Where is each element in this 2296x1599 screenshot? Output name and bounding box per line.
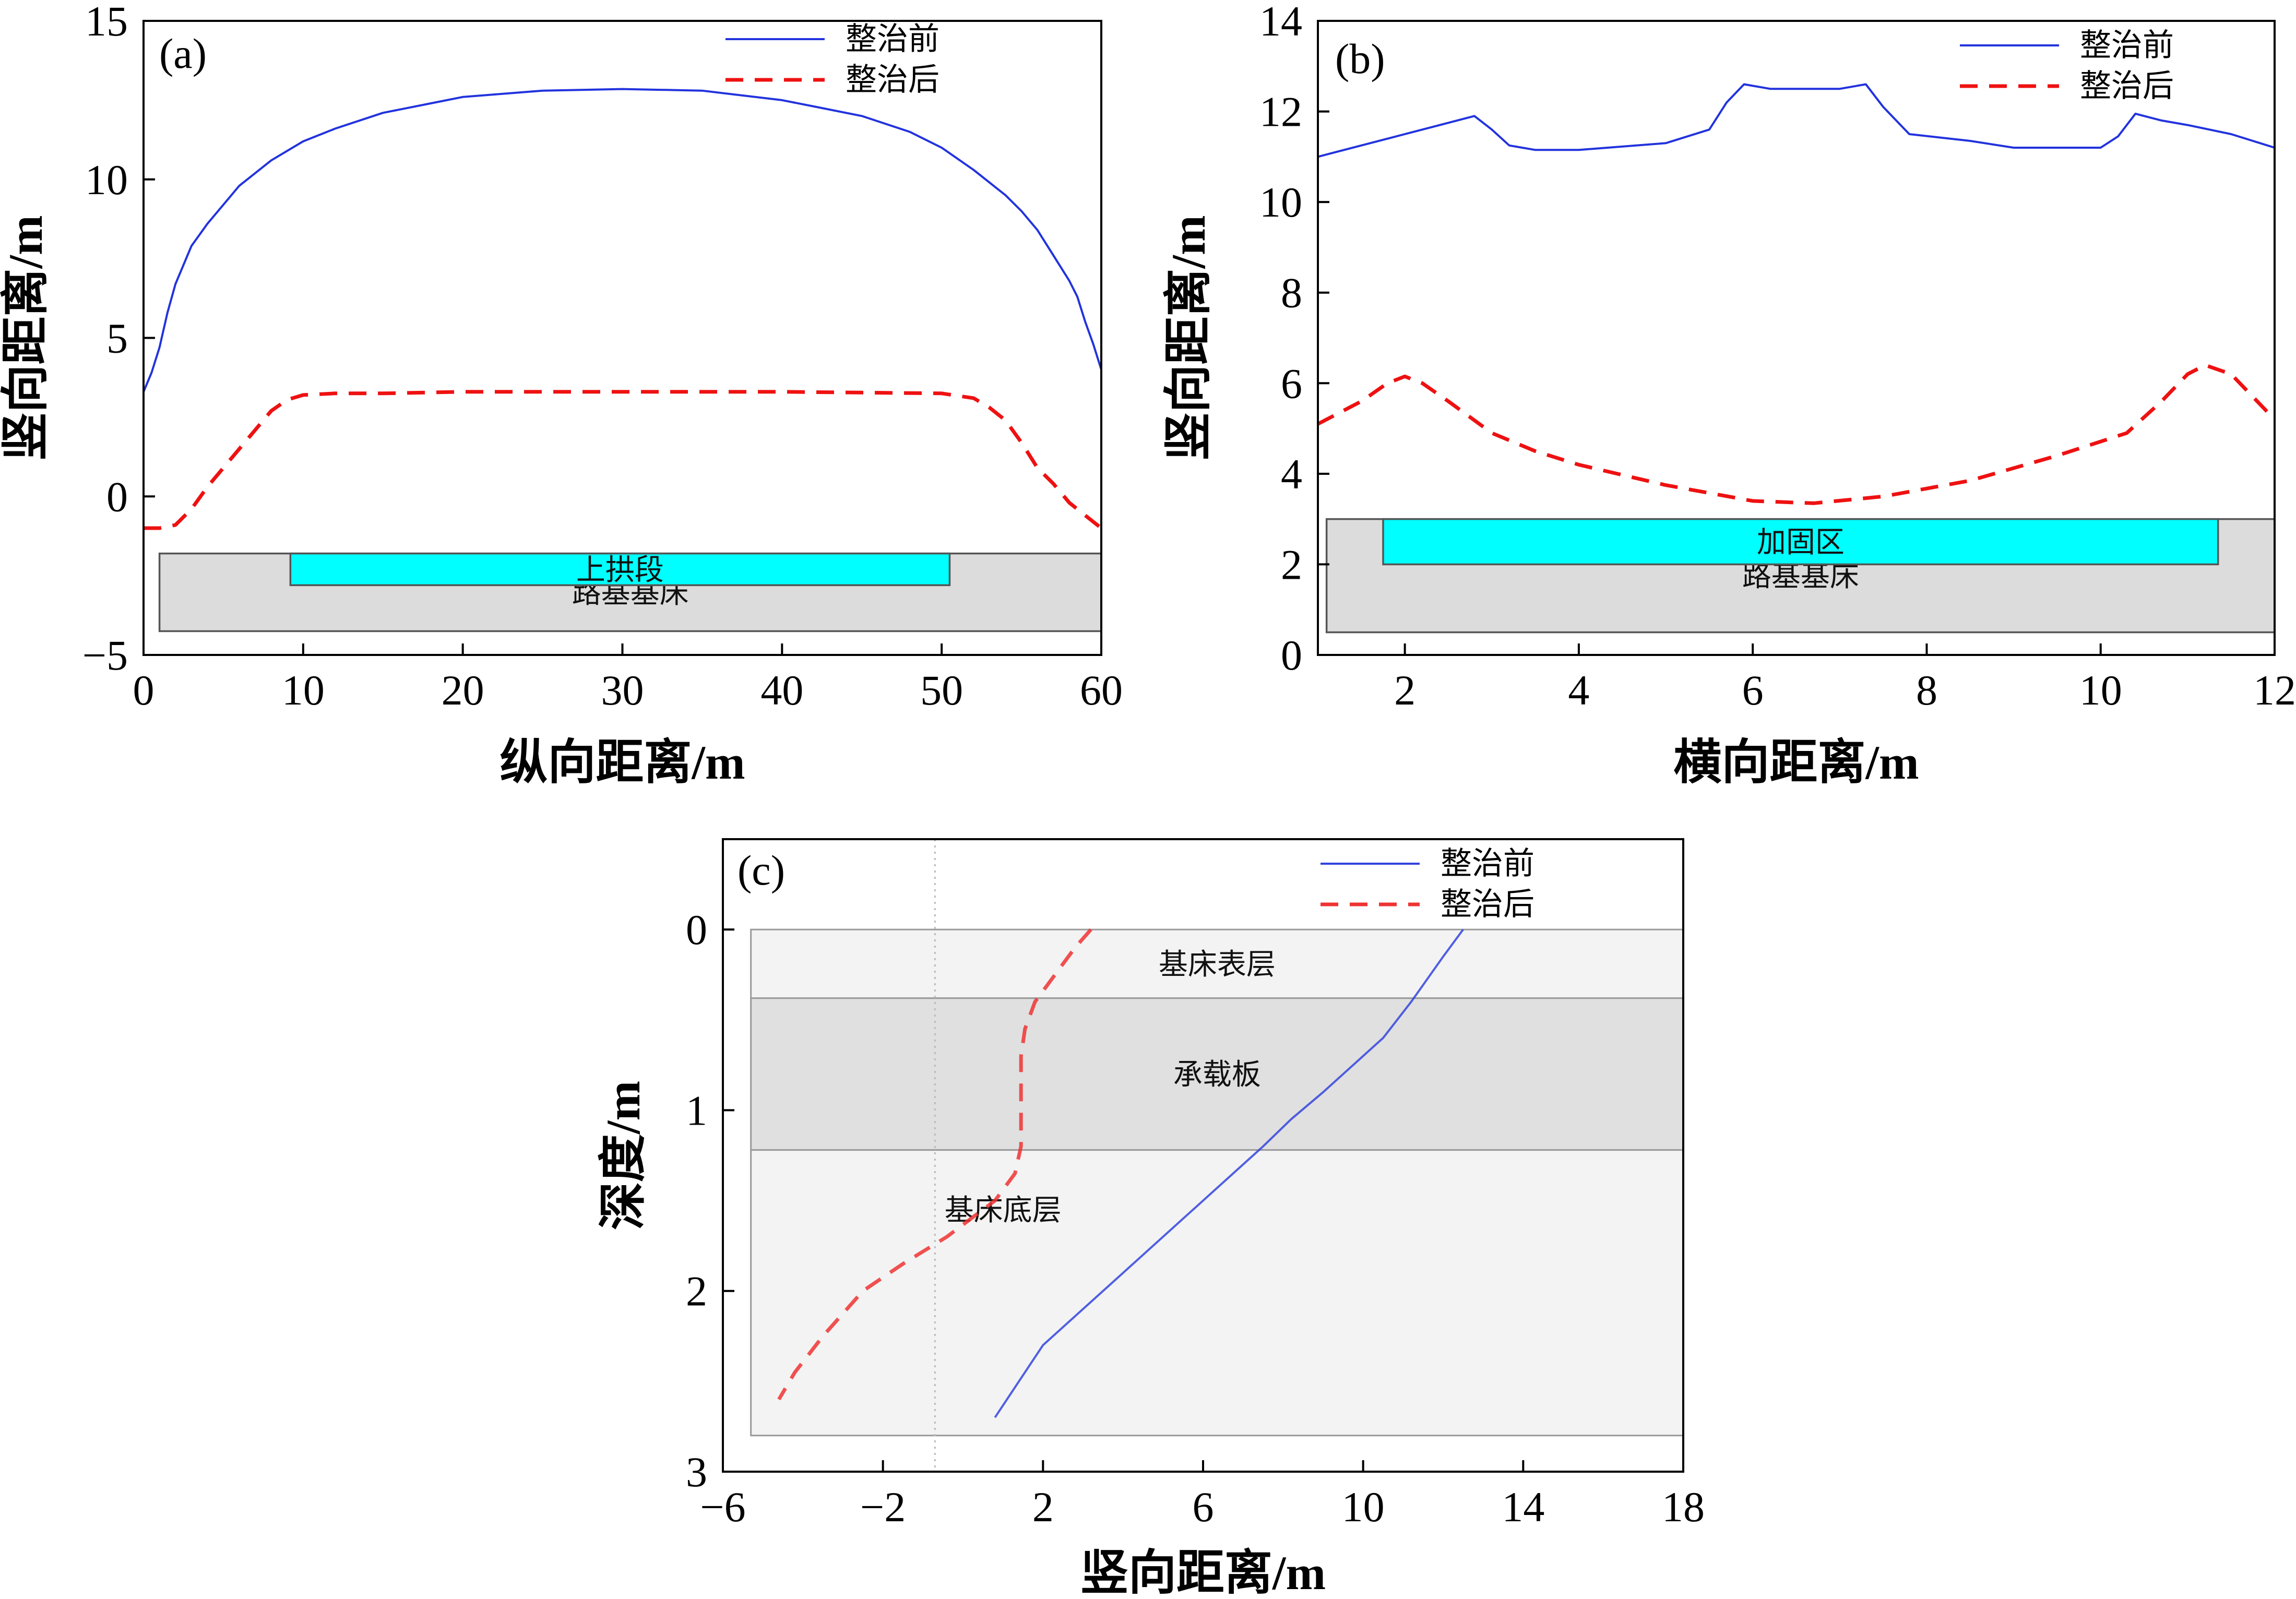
region-c-0 bbox=[750, 928, 1683, 999]
region-a-1 bbox=[289, 552, 951, 587]
x-tick-label-c-3: 6 bbox=[1193, 1483, 1214, 1531]
x-tick-label-b-0: 2 bbox=[1394, 666, 1415, 714]
y-tick-label-a-3: 10 bbox=[85, 156, 128, 204]
y-tick-label-b-7: 14 bbox=[1259, 0, 1302, 45]
region-label-c-0: 基床表层 bbox=[1159, 948, 1276, 982]
y-tick-label-a-0: −5 bbox=[82, 631, 128, 679]
x-axis-label-b: 横向距离/m bbox=[1673, 736, 1919, 789]
y-tick-label-b-6: 12 bbox=[1259, 88, 1302, 136]
region-label-c-2: 基床底层 bbox=[945, 1194, 1062, 1227]
x-tick-label-a-6: 60 bbox=[1080, 666, 1123, 714]
legend-entry-b-0: 整治前 bbox=[2080, 27, 2174, 64]
panel-label-c: (c) bbox=[737, 846, 785, 894]
y-tick-label-c-2: 2 bbox=[686, 1268, 707, 1315]
y-tick-label-b-2: 4 bbox=[1281, 450, 1302, 498]
x-tick-label-b-1: 4 bbox=[1568, 666, 1589, 714]
series-line-a-1 bbox=[144, 390, 1101, 530]
x-tick-label-b-2: 6 bbox=[1742, 666, 1764, 714]
legend-entry-c-1: 整治后 bbox=[1441, 886, 1534, 923]
y-tick-label-c-1: 1 bbox=[686, 1087, 707, 1134]
series-line-a-0 bbox=[144, 88, 1101, 392]
x-tick-label-a-3: 30 bbox=[601, 666, 644, 714]
x-tick-label-b-3: 8 bbox=[1916, 666, 1937, 714]
y-tick-label-c-0: 0 bbox=[686, 906, 707, 953]
y-tick-label-b-3: 6 bbox=[1281, 360, 1302, 407]
region-label-a-1: 上拱段 bbox=[576, 553, 664, 587]
x-tick-label-c-0: −6 bbox=[700, 1483, 745, 1531]
axes-frame-b bbox=[1317, 20, 2276, 656]
x-tick-label-c-1: −2 bbox=[860, 1483, 906, 1531]
series-line-b-1 bbox=[1318, 363, 2275, 505]
y-tick-label-a-4: 15 bbox=[85, 0, 128, 45]
x-tick-label-c-6: 18 bbox=[1662, 1483, 1705, 1531]
series-line-c-1 bbox=[777, 928, 1092, 1401]
panel-label-a: (a) bbox=[159, 30, 207, 77]
x-tick-label-a-4: 40 bbox=[760, 666, 803, 714]
y-tick-label-a-2: 5 bbox=[106, 315, 128, 362]
x-tick-label-a-2: 20 bbox=[442, 666, 484, 714]
y-tick-label-b-1: 2 bbox=[1281, 541, 1302, 588]
x-tick-label-c-2: 2 bbox=[1032, 1483, 1054, 1531]
region-label-b-1: 加固区 bbox=[1757, 526, 1845, 559]
x-tick-label-a-0: 0 bbox=[133, 666, 154, 714]
region-label-c-1: 承载板 bbox=[1173, 1058, 1261, 1092]
y-tick-label-b-5: 10 bbox=[1259, 178, 1302, 226]
y-axis-label-b: 竖向距离/m bbox=[1162, 215, 1215, 460]
legend-entry-c-0: 整治前 bbox=[1441, 845, 1534, 882]
legend-entry-a-0: 整治前 bbox=[846, 21, 939, 57]
legend-entry-a-1: 整治后 bbox=[846, 62, 939, 98]
series-line-b-0 bbox=[1318, 83, 2275, 158]
x-tick-label-a-1: 10 bbox=[282, 666, 325, 714]
region-c-2 bbox=[750, 1149, 1683, 1437]
y-tick-label-c-3: 3 bbox=[686, 1448, 707, 1496]
y-tick-label-a-1: 0 bbox=[106, 473, 128, 520]
x-axis-label-a: 纵向距离/m bbox=[499, 736, 745, 789]
x-tick-label-a-5: 50 bbox=[920, 666, 963, 714]
x-tick-label-c-5: 14 bbox=[1502, 1483, 1544, 1531]
series-line-c-0 bbox=[994, 928, 1464, 1418]
y-axis-label-a: 竖向距离/m bbox=[0, 215, 52, 460]
region-b-1 bbox=[1382, 518, 2219, 566]
y-tick-label-b-0: 0 bbox=[1281, 631, 1302, 679]
y-tick-label-b-4: 8 bbox=[1281, 269, 1302, 317]
x-tick-label-b-4: 10 bbox=[2079, 666, 2122, 714]
legend-entry-b-1: 整治后 bbox=[2080, 68, 2174, 104]
y-axis-label-c: 深度/m bbox=[597, 1081, 650, 1230]
x-tick-label-b-5: 12 bbox=[2253, 666, 2296, 714]
panel-label-b: (b) bbox=[1335, 35, 1385, 82]
x-tick-label-c-4: 10 bbox=[1342, 1483, 1385, 1531]
x-axis-label-c: 竖向距离/m bbox=[1080, 1546, 1326, 1599]
